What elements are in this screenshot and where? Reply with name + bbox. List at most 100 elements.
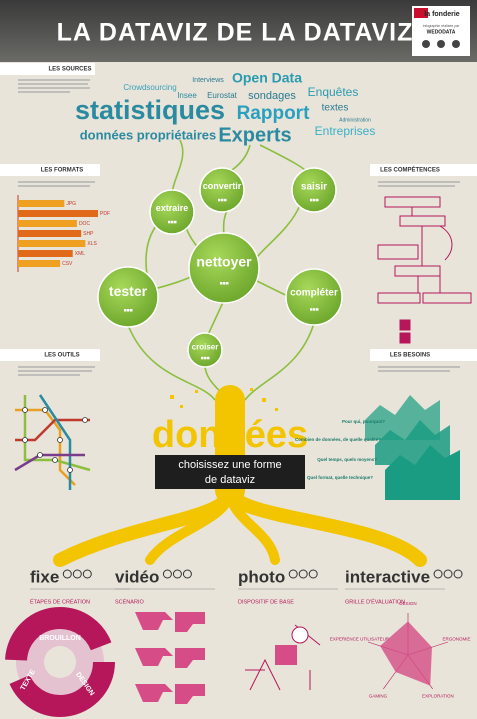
action-icon — [221, 198, 224, 202]
output-subtitle: ÉTAPES DE CRÉATION — [30, 598, 90, 605]
source-word: Crowdsourcing — [123, 83, 176, 92]
action-label: saisir — [301, 181, 327, 192]
radar-label: EXPERIENCE UTILISATEUR — [330, 636, 390, 641]
action-icon — [207, 356, 210, 360]
action-icon — [204, 356, 207, 360]
source-word: données propriétaires — [80, 127, 217, 142]
radar-label: DESIGN — [399, 601, 416, 606]
people-icon — [433, 569, 443, 579]
people-icon — [172, 569, 182, 579]
people-icon — [62, 569, 72, 579]
format-label: PDF — [100, 211, 110, 217]
header-band — [0, 0, 477, 62]
center-band — [155, 455, 305, 489]
format-label: JPG — [66, 201, 76, 207]
radar-label: ERGONOMIE — [442, 636, 470, 641]
format-bar — [18, 230, 82, 237]
source-word: Administration — [339, 117, 371, 123]
besoin-question: Quel format, quelle technique? — [307, 475, 373, 480]
tools-metro — [14, 394, 91, 490]
action-icon — [223, 282, 226, 285]
action-circle — [97, 266, 159, 328]
section-label: LES SOURCES — [48, 67, 91, 73]
world-maps — [135, 612, 205, 704]
radar-shape — [380, 621, 432, 686]
source-word: statistiques — [75, 95, 225, 125]
action-icon — [310, 198, 313, 202]
action-label: nettoyer — [196, 253, 252, 269]
action-icon — [168, 220, 171, 224]
section-boxes — [0, 63, 477, 361]
action-label: convertir — [203, 181, 242, 191]
source-word: Eurostat — [207, 91, 238, 100]
source-word: Experts — [218, 124, 291, 146]
format-label: SHP — [83, 231, 94, 237]
action-icon — [220, 282, 223, 285]
output-subtitle: GRILLE D'ÉVALUATION — [345, 598, 405, 605]
people-icon — [308, 569, 318, 579]
besoins-shapes — [365, 395, 460, 500]
people-icon — [453, 569, 463, 579]
action-label: tester — [109, 283, 148, 299]
people-icon — [288, 569, 298, 579]
action-icon — [224, 198, 227, 202]
action-circle — [285, 268, 343, 326]
center-subtitle: choisissez une forme — [178, 459, 281, 471]
format-label: CSV — [62, 261, 73, 267]
format-bar — [18, 250, 73, 257]
people-icon — [298, 569, 308, 579]
besoin-question: Quel temps, quels moyens? — [317, 457, 377, 462]
format-label: XML — [75, 251, 86, 257]
action-icon — [124, 309, 127, 312]
people-icon — [162, 569, 172, 579]
action-icon — [313, 308, 316, 311]
credit-brand: WEDODATA — [427, 29, 456, 35]
besoin-question: Combien de données, de quelle qualité? — [295, 437, 381, 442]
title: LA DATAVIZ DE LA DATAVIZ — [57, 19, 414, 47]
action-icon — [130, 309, 133, 312]
section-label: LES OUTILS — [44, 353, 79, 359]
donut — [5, 607, 115, 717]
credit: Infographie réalisée par — [423, 24, 461, 28]
step-label: BROUILLON — [39, 635, 81, 642]
action-label: compléter — [290, 287, 338, 298]
action-icon — [226, 282, 229, 285]
logo-mark — [414, 8, 428, 18]
output-title: interactive — [345, 567, 430, 586]
tools-stations — [22, 407, 88, 473]
radar-label: GAMING — [369, 693, 388, 698]
center-title: données — [152, 414, 308, 456]
output-title: photo — [238, 567, 285, 586]
action-label: extraire — [156, 203, 189, 213]
center-subtitle: de dataviz — [205, 474, 255, 486]
source-word: Rapport — [237, 103, 311, 124]
output-title: vidéo — [115, 567, 159, 586]
format-bar — [18, 260, 61, 267]
radar-label: EXPLORATION — [422, 693, 454, 698]
source-word: Interviews — [192, 77, 224, 84]
action-circle — [291, 167, 337, 213]
section-label: LES FORMATS — [41, 168, 84, 174]
format-label: XLS — [87, 241, 97, 247]
output-subtitle: SCÉNARIO — [115, 598, 144, 605]
action-icon — [174, 220, 177, 224]
action-icon — [171, 220, 174, 224]
people-icon — [443, 569, 453, 579]
output-subtitle: DISPOSITIF DE BASE — [238, 599, 294, 605]
format-bar — [18, 210, 98, 217]
action-icon — [316, 198, 319, 202]
action-icon — [313, 198, 316, 202]
format-bar — [18, 220, 77, 227]
action-icon — [127, 309, 130, 312]
action-circle — [188, 232, 260, 304]
source-word: textes — [322, 103, 349, 114]
action-label: croiser — [192, 343, 219, 352]
format-bar — [18, 200, 65, 207]
action-icon — [310, 308, 313, 311]
section-label: LES COMPÉTENCES — [380, 166, 440, 174]
action-icon — [316, 308, 319, 311]
besoin-question: Pour qui, pourquoi? — [342, 419, 385, 424]
action-icon — [201, 356, 204, 360]
people-icon — [72, 569, 82, 579]
